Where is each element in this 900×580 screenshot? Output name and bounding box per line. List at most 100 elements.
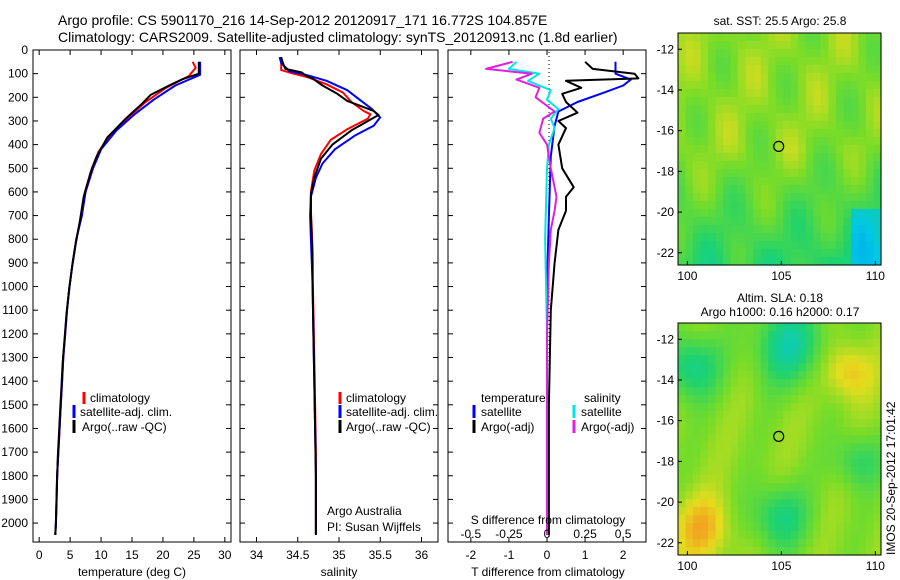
map-cell: [843, 491, 852, 500]
map-cell: [685, 363, 694, 372]
map-cell: [745, 217, 754, 226]
map-cell: [738, 193, 747, 202]
map-cell: [805, 531, 814, 540]
map-cell: [805, 491, 814, 500]
map-cell: [738, 435, 747, 444]
map-cell: [858, 193, 867, 202]
header-line-2: Climatology: CARS2009. Satellite-adjuste…: [58, 29, 618, 45]
map-cell: [775, 145, 784, 154]
map-cell: [835, 233, 845, 242]
map-cell: [843, 411, 852, 420]
map-cell: [858, 443, 867, 452]
map-cell: [805, 129, 814, 138]
map-cell: [730, 209, 739, 218]
map-cell: [730, 161, 739, 170]
map-cell: [730, 257, 739, 266]
map-cell: [730, 153, 739, 162]
sla-map-axes: 100 105 110-12-14-16-18-20-22: [657, 332, 886, 573]
map-cell: [858, 65, 867, 74]
map-cell: [835, 129, 845, 138]
map-cell: [835, 467, 845, 476]
map-cell: [873, 427, 882, 436]
map-cell: [753, 387, 762, 396]
map-cell: [768, 363, 777, 372]
map-cell: [828, 491, 837, 500]
map-cell: [708, 523, 717, 532]
map-cell: [760, 73, 769, 82]
map-cell: [700, 531, 709, 540]
map-cell: [805, 523, 814, 532]
map-cell: [865, 225, 875, 234]
map-cell: [790, 161, 799, 170]
map-cell: [835, 241, 845, 250]
map-cell: [738, 185, 747, 194]
timestamp: IMOS 20-Sep-2012 17:01:42: [884, 401, 898, 555]
map-cell: [760, 371, 769, 380]
map-cell: [715, 225, 724, 234]
map-cell: [700, 121, 709, 130]
map-cell: [753, 515, 762, 524]
map-cell: [760, 41, 769, 50]
map-cell: [760, 515, 769, 524]
map-cell: [820, 451, 829, 460]
map-cell: [678, 427, 687, 436]
map-cell: [708, 257, 717, 266]
map-cell: [865, 113, 875, 122]
map-cell: [723, 257, 732, 266]
map-cell: [693, 539, 702, 548]
map-cell: [805, 403, 814, 412]
map-cell: [768, 41, 777, 50]
map-cell: [790, 193, 799, 202]
map-cell: [730, 113, 739, 122]
map-cell: [873, 459, 882, 468]
map-cell: [745, 81, 754, 90]
map-cell: [738, 491, 747, 500]
map-cell: [678, 355, 687, 364]
map-cell: [813, 459, 822, 468]
map-cell: [813, 387, 822, 396]
map-cell: [828, 331, 837, 340]
map-cell: [685, 515, 694, 524]
map-cell: [715, 363, 724, 372]
map-cell: [820, 209, 829, 218]
map-cell: [843, 379, 852, 388]
map-cell: [693, 451, 702, 460]
map-cell: [835, 499, 845, 508]
map-cell: [805, 177, 814, 186]
difference-x-axis: -2 -1 0 1 2: [466, 50, 627, 562]
map-cell: [820, 169, 829, 178]
map-cell: [873, 41, 882, 50]
map-cell: [850, 411, 860, 420]
map-cell: [760, 225, 769, 234]
map-cell: [700, 153, 709, 162]
map-cell: [828, 113, 837, 122]
map-cell: [813, 475, 822, 484]
map-cell: [738, 499, 747, 508]
map-cell: [858, 49, 867, 58]
map-cell: [708, 435, 717, 444]
map-cell: [858, 177, 867, 186]
map-cell: [850, 379, 860, 388]
map-cell: [805, 65, 814, 74]
map-cell: [745, 467, 754, 476]
map-cell: [790, 339, 799, 348]
salinity-x-label: salinity: [321, 565, 358, 579]
map-cell: [708, 217, 717, 226]
map-cell: [678, 153, 687, 162]
map-cell: [723, 65, 732, 74]
map-cell: [865, 547, 875, 556]
map-cell: [693, 257, 702, 266]
depth-tick-label: 900: [8, 256, 28, 270]
sla-map-title-1: Altim. SLA: 0.18: [737, 291, 823, 305]
map-cell: [708, 105, 717, 114]
map-cell: [715, 73, 724, 82]
map-cell: [768, 451, 777, 460]
map-cell: [813, 137, 822, 146]
map-cell: [723, 161, 732, 170]
map-cell: [858, 33, 867, 42]
map-cell: [715, 137, 724, 146]
map-cell: [760, 387, 769, 396]
map-cell: [745, 347, 754, 356]
map-cell: [723, 169, 732, 178]
map-cell: [798, 435, 807, 444]
